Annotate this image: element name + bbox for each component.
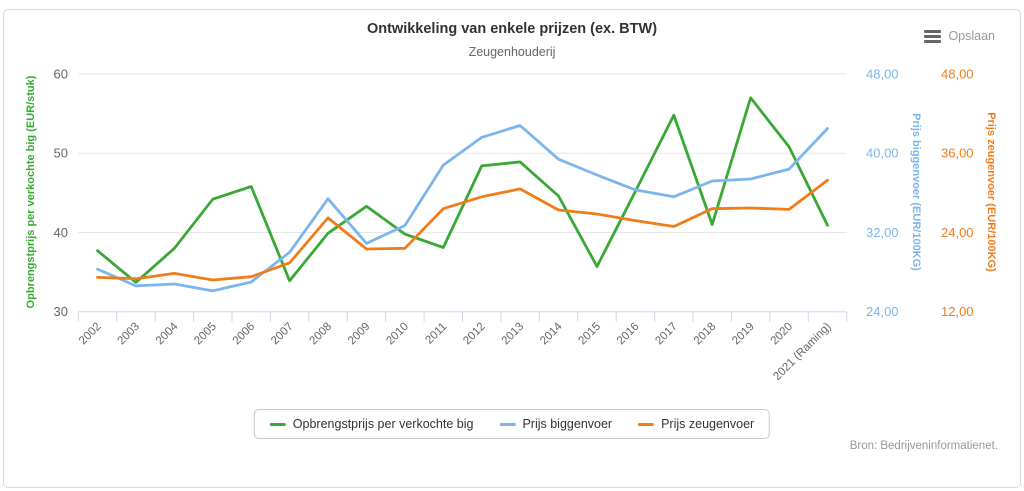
chart-title: Ontwikkeling van enkele prijzen (ex. BTW… xyxy=(366,21,658,37)
y-axis-label: 36,00 xyxy=(941,146,974,161)
x-axis-label: 2004 xyxy=(154,320,181,347)
y-axis-label: 12,00 xyxy=(941,304,974,319)
hamburger-icon[interactable] xyxy=(924,29,942,43)
x-axis-label: 2007 xyxy=(269,321,296,348)
y-axis-title-right-blue: Prijs biggenvoer (EUR/100KG) xyxy=(910,112,922,271)
x-axis-label: 2017 xyxy=(653,321,680,348)
x-axis-label: 2010 xyxy=(384,321,411,348)
x-axis-label: 2018 xyxy=(692,321,719,348)
y-axis-label: 32,00 xyxy=(866,225,899,240)
series-line-1[interactable] xyxy=(96,96,829,284)
legend: Opbrengstprijs per verkochte big Prijs bi… xyxy=(253,409,771,439)
y-axis-label: 30 xyxy=(54,304,68,319)
y-axis-label: 48,00 xyxy=(866,67,899,82)
x-axis-label: 2009 xyxy=(346,321,373,348)
series-line-2[interactable] xyxy=(96,124,829,293)
legend-label: Prijs biggenvoer xyxy=(522,417,613,431)
legend-swatch xyxy=(638,422,655,426)
x-axis-label: 2013 xyxy=(500,321,527,348)
legend-label: Opbrengstprijs per verkochte big xyxy=(292,417,474,431)
x-axis-label: 2006 xyxy=(231,321,258,348)
x-axis-label: 2015 xyxy=(577,321,604,348)
y-axis-label: 24,00 xyxy=(866,304,899,319)
y-axis-label: 24,00 xyxy=(941,225,974,240)
legend-swatch xyxy=(269,422,286,426)
export-menu-button[interactable]: Opslaan xyxy=(924,29,995,43)
x-axis-label: 2008 xyxy=(308,321,335,348)
legend-swatch xyxy=(499,422,516,426)
y-axis-label: 40,00 xyxy=(866,146,899,161)
y-axis-label: 40 xyxy=(54,225,68,240)
legend-item-3[interactable]: Prijs zeugenvoer xyxy=(638,417,754,431)
chart-subtitle: Zeugenhouderij xyxy=(468,45,556,59)
x-axis-label: 2002 xyxy=(77,321,104,348)
y-axis-label: 50 xyxy=(54,146,68,161)
x-axis-label: 2003 xyxy=(115,321,142,348)
x-axis-label: 2019 xyxy=(730,321,757,348)
legend-item-1[interactable]: Opbrengstprijs per verkochte big xyxy=(269,417,474,431)
x-axis-label: 2014 xyxy=(538,320,565,347)
x-axis-label: 2005 xyxy=(192,321,219,348)
series-line-3[interactable] xyxy=(96,178,829,282)
source-note: Bron: Bedrijveninformatienet. xyxy=(849,440,998,452)
export-menu-label: Opslaan xyxy=(948,29,995,43)
y-axis-title-left: Opbrengstprijs per verkochte big (EUR/st… xyxy=(25,75,37,309)
y-axis-label: 48,00 xyxy=(941,67,974,82)
y-axis-title-right-orange: Prijs zeugenvoer (EUR/100KG) xyxy=(985,112,997,272)
legend-item-2[interactable]: Prijs biggenvoer xyxy=(499,417,612,431)
x-axis-label: 2011 xyxy=(423,321,449,347)
x-axis-label: 2016 xyxy=(615,321,642,348)
legend-label: Prijs zeugenvoer xyxy=(661,417,755,431)
y-axis-label: 60 xyxy=(54,67,68,82)
x-axis-label: 2020 xyxy=(769,321,796,348)
x-axis-label: 2012 xyxy=(461,321,488,348)
